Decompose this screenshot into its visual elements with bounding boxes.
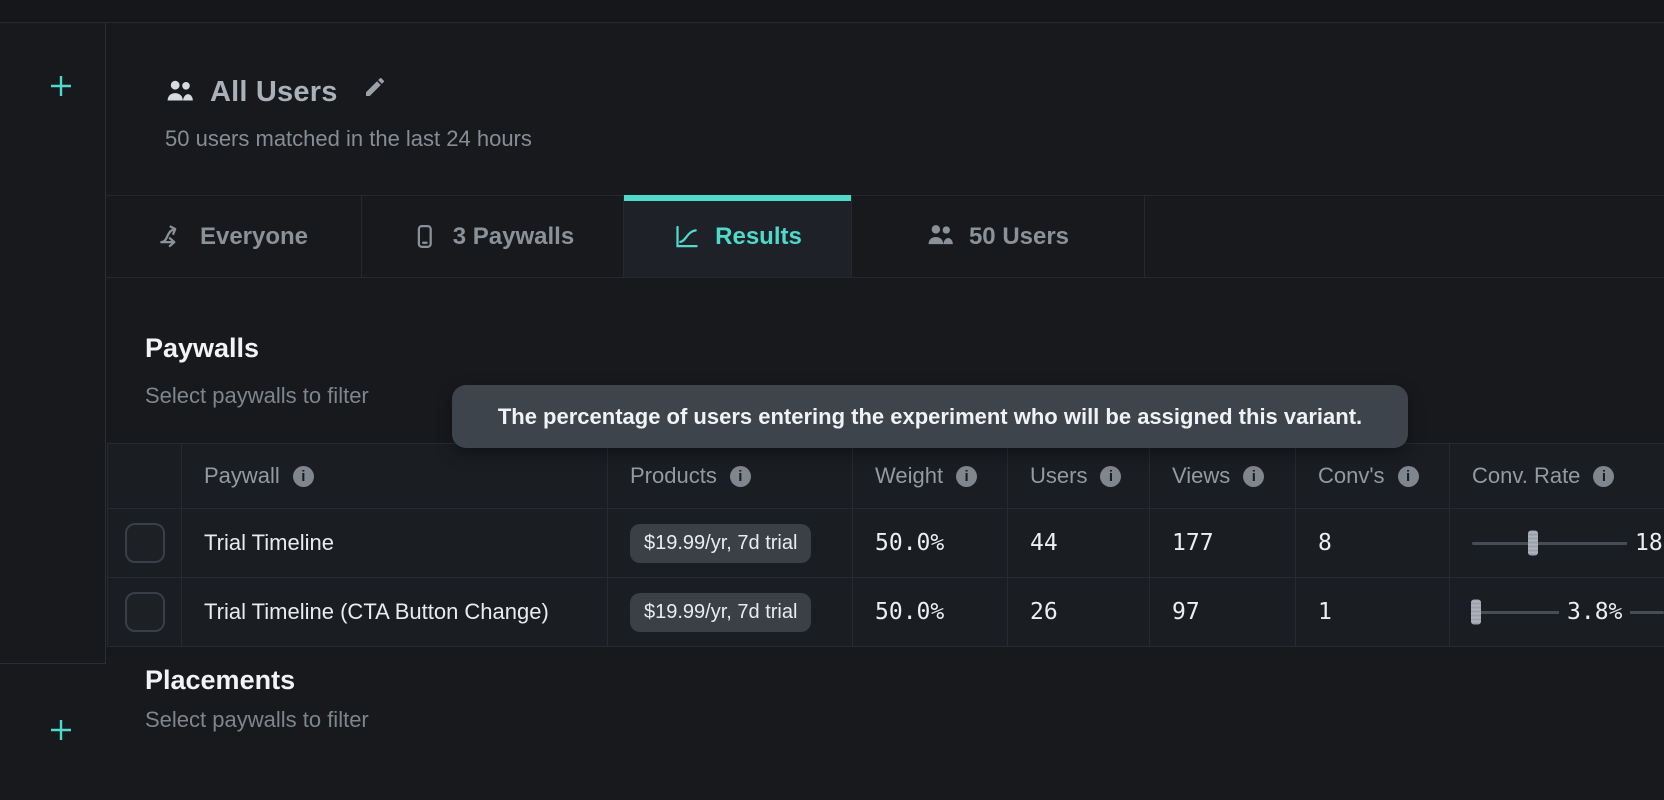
placements-section-title: Placements (145, 665, 296, 695)
info-icon[interactable]: i (1397, 465, 1419, 487)
users-value: 44 (1008, 509, 1150, 577)
paywalls-section-title: Paywalls (145, 333, 260, 363)
weight-tooltip: The percentage of users entering the exp… (452, 385, 1408, 448)
info-icon[interactable]: i (729, 465, 751, 487)
header-checkbox-cell (108, 444, 182, 508)
slider-track (1472, 541, 1664, 545)
sidebar-divider (105, 23, 106, 663)
col-label: Weight (875, 463, 944, 488)
tab-bar: Everyone 3 Paywalls Results (105, 195, 1664, 278)
users-icon (166, 79, 194, 103)
weight-value: 50.0% (853, 509, 1008, 577)
col-weight-header: Weight i (853, 444, 1008, 508)
slider-handle[interactable] (1528, 530, 1538, 556)
info-icon[interactable]: i (292, 465, 314, 487)
row-checkbox[interactable] (124, 592, 165, 632)
info-icon[interactable]: i (956, 465, 978, 487)
users-icon (927, 223, 954, 250)
chart-icon (673, 223, 700, 250)
col-products-header: Products i (608, 444, 853, 508)
conv-rate-value: 3.8% (1559, 599, 1631, 625)
products-cell: $19.99/yr, 7d trial (608, 509, 853, 577)
page-subtitle: 50 users matched in the last 24 hours (165, 126, 532, 151)
views-value: 177 (1150, 509, 1296, 577)
add-audience-button-bottom[interactable] (46, 715, 76, 745)
plus-icon (47, 72, 75, 100)
pencil-icon (363, 75, 389, 99)
conv-rate-cell: 18.2% (1450, 509, 1664, 577)
conv-rate-cell: 3.8% (1450, 578, 1664, 646)
col-convs-header: Conv's i (1296, 444, 1450, 508)
product-badge[interactable]: $19.99/yr, 7d trial (630, 523, 812, 563)
convs-value: 8 (1296, 509, 1450, 577)
conv-rate-slider: 18.2% (1450, 509, 1664, 577)
col-label: Paywall (204, 463, 280, 488)
sidebar-section-divider (0, 663, 106, 664)
tab-paywalls[interactable]: 3 Paywalls (362, 196, 624, 277)
convs-value: 1 (1296, 578, 1450, 646)
paywall-name: Trial Timeline (182, 509, 608, 577)
tab-everyone[interactable]: Everyone (105, 196, 362, 277)
phone-icon (411, 223, 438, 250)
top-bar (0, 0, 1664, 23)
paywalls-table: Paywall i Products i Weight i Users i Vi… (107, 443, 1664, 647)
tab-label: Everyone (199, 222, 309, 250)
placements-section-subtitle: Select paywalls to filter (145, 707, 369, 732)
row-checkbox-cell (108, 578, 182, 646)
add-audience-button[interactable] (46, 71, 76, 101)
tooltip-text: The percentage of users entering the exp… (497, 403, 1363, 429)
col-conv-rate-header: Conv. Rate i (1450, 444, 1664, 508)
col-views-header: Views i (1150, 444, 1296, 508)
page-title: All Users (210, 76, 338, 108)
col-label: Products (630, 463, 717, 488)
plus-icon (47, 716, 75, 744)
tab-label: Results (715, 222, 802, 250)
users-value: 26 (1008, 578, 1150, 646)
info-icon[interactable]: i (1593, 465, 1615, 487)
edit-title-button[interactable] (363, 74, 389, 100)
row-checkbox-cell (108, 509, 182, 577)
table-row[interactable]: Trial Timeline $19.99/yr, 7d trial 50.0%… (108, 509, 1664, 578)
tab-label: 50 Users (968, 222, 1070, 250)
tab-label: 3 Paywalls (452, 222, 575, 250)
slider-handle[interactable] (1471, 599, 1481, 625)
tab-results[interactable]: Results (624, 195, 852, 277)
tab-users[interactable]: 50 Users (852, 196, 1145, 277)
col-label: Users (1030, 463, 1088, 488)
paywall-name: Trial Timeline (CTA Button Change) (182, 578, 608, 646)
product-badge[interactable]: $19.99/yr, 7d trial (630, 592, 812, 632)
weight-value: 50.0% (853, 578, 1008, 646)
products-cell: $19.99/yr, 7d trial (608, 578, 853, 646)
info-icon[interactable]: i (1100, 465, 1122, 487)
info-icon[interactable]: i (1243, 465, 1265, 487)
conv-rate-slider: 3.8% (1450, 578, 1664, 646)
active-tab-indicator (624, 195, 851, 201)
audience-icon (158, 223, 185, 250)
col-label: Conv's (1318, 463, 1385, 488)
col-label: Conv. Rate (1472, 463, 1581, 488)
paywalls-section-subtitle: Select paywalls to filter (145, 383, 369, 408)
table-header-row: Paywall i Products i Weight i Users i Vi… (108, 444, 1664, 509)
views-value: 97 (1150, 578, 1296, 646)
table-row[interactable]: Trial Timeline (CTA Button Change) $19.9… (108, 578, 1664, 647)
row-checkbox[interactable] (124, 523, 165, 563)
col-label: Views (1172, 463, 1231, 488)
col-users-header: Users i (1008, 444, 1150, 508)
conv-rate-value: 18.2% (1627, 530, 1664, 556)
col-paywall-header: Paywall i (182, 444, 608, 508)
